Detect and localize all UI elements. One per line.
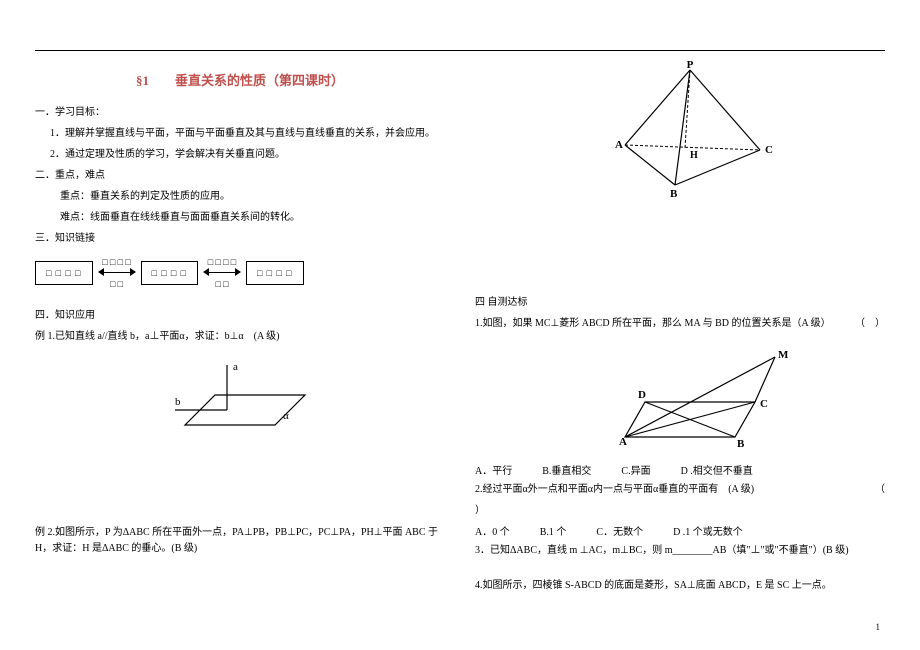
focus-diff: 难点：线面垂直在线线垂直与面面垂直关系间的转化。 <box>35 209 445 226</box>
question-2: 2.经过平面α外一点和平面α内一点与平面α垂直的平面有 (A 级) （ <box>475 481 885 498</box>
goal-2: 2．通过定理及性质的学习，学会解决有关垂直问题。 <box>35 146 445 163</box>
page-number: 1 <box>876 622 881 632</box>
example-1: 例 1.已知直线 a//直线 b，a⊥平面α，求证：b⊥α (A 级) <box>35 328 445 345</box>
label-B: B <box>670 188 678 200</box>
label-D: D <box>638 389 646 401</box>
flow-box-3: □ □ □ □ <box>246 261 304 285</box>
focus-heading: 二．重点，难点 <box>35 167 445 184</box>
q2-opt-d: D .1 个或无数个 <box>673 523 743 538</box>
label-alpha: α <box>283 410 289 422</box>
goals-heading: 一．学习目标： <box>35 104 445 121</box>
opt-d: D .相交但不垂直 <box>681 462 753 477</box>
example-2: 例 2.如图所示，P 为ΔABC 所在平面外一点，PA⊥PB，PB⊥PC，PC⊥… <box>35 525 445 557</box>
q2-opt-a: A．0 个 <box>475 523 510 538</box>
flow-arrow-2: □ □ □ □ □ □ <box>204 257 240 289</box>
opt-b: B.垂直相交 <box>542 462 591 477</box>
figure-pyramid: P A B C H <box>605 60 885 200</box>
flow-label-top-2: □ □ □ □ <box>208 257 237 267</box>
flow-label-top-1: □ □ □ □ <box>102 257 131 267</box>
label-C: C <box>760 398 768 410</box>
label-H: H <box>690 150 698 161</box>
q1-paren: （ ） <box>855 315 885 332</box>
focus-key: 重点：垂直关系的判定及性质的应用。 <box>35 188 445 205</box>
question-4: 4.如图所示，四棱锥 S-ABCD 的底面是菱形，SA⊥底面 ABCD，E 是 … <box>475 577 885 594</box>
label-B: B <box>737 438 745 450</box>
q2-options: A．0 个 B.1 个 C．无数个 D .1 个或无数个 <box>475 523 885 538</box>
q2-text: 2.经过平面α外一点和平面α内一点与平面α垂直的平面有 (A 级) <box>475 484 754 495</box>
flow-arrow-1: □ □ □ □ □ □ <box>99 257 135 289</box>
q1-options: A．平行 B.垂直相交 C.异面 D .相交但不垂直 <box>475 462 885 477</box>
goal-1: 1．理解并掌握直线与平面，平面与平面垂直及其与直线与直线垂直的关系，并会应用。 <box>35 125 445 142</box>
right-column: P A B C H 四 自测达标 1.如图，如果 MC⊥菱形 ABCD 所在平面… <box>475 50 885 598</box>
opt-a: A．平行 <box>475 462 512 477</box>
doc-title: §1 垂直关系的性质（第四课时） <box>35 70 445 89</box>
figure-plane: a b α <box>165 355 445 445</box>
q2-paren-l: （ <box>875 481 885 498</box>
opt-c: C.异面 <box>621 462 650 477</box>
flow-diagram: □ □ □ □ □ □ □ □ □ □ □ □ □ □ □ □ □ □ □ □ … <box>35 257 445 289</box>
flow-box-1: □ □ □ □ <box>35 261 93 285</box>
top-rule <box>35 50 885 51</box>
left-column: §1 垂直关系的性质（第四课时） 一．学习目标： 1．理解并掌握直线与平面，平面… <box>35 50 445 598</box>
double-arrow-icon <box>99 269 135 277</box>
q2-opt-c: C．无数个 <box>596 523 643 538</box>
label-A: A <box>615 139 623 151</box>
label-P: P <box>687 60 694 71</box>
q2-paren-r: ） <box>475 502 885 519</box>
double-arrow-icon <box>204 269 240 277</box>
link-heading: 三．知识链接 <box>35 230 445 247</box>
question-3: 3．已知ΔABC，直线 m ⊥AC，m⊥BC，则 m________AB（填"⊥… <box>475 542 885 559</box>
flow-box-2: □ □ □ □ <box>141 261 199 285</box>
q1-text: 1.如图，如果 MC⊥菱形 ABCD 所在平面，那么 MA 与 BD 的位置关系… <box>475 318 831 329</box>
selftest-heading: 四 自测达标 <box>475 294 885 311</box>
figure-rhombus: A B C D M <box>605 342 885 452</box>
page: §1 垂直关系的性质（第四课时） 一．学习目标： 1．理解并掌握直线与平面，平面… <box>0 0 920 618</box>
label-b: b <box>175 396 181 408</box>
apply-heading: 四．知识应用 <box>35 307 445 324</box>
question-1: 1.如图，如果 MC⊥菱形 ABCD 所在平面，那么 MA 与 BD 的位置关系… <box>475 315 885 332</box>
flow-label-bot-2: □ □ <box>215 279 228 289</box>
q2-opt-b: B.1 个 <box>540 523 567 538</box>
flow-label-bot-1: □ □ <box>110 279 123 289</box>
label-A: A <box>619 436 627 448</box>
label-C: C <box>765 144 773 156</box>
label-a: a <box>233 361 238 373</box>
label-M: M <box>778 349 789 361</box>
